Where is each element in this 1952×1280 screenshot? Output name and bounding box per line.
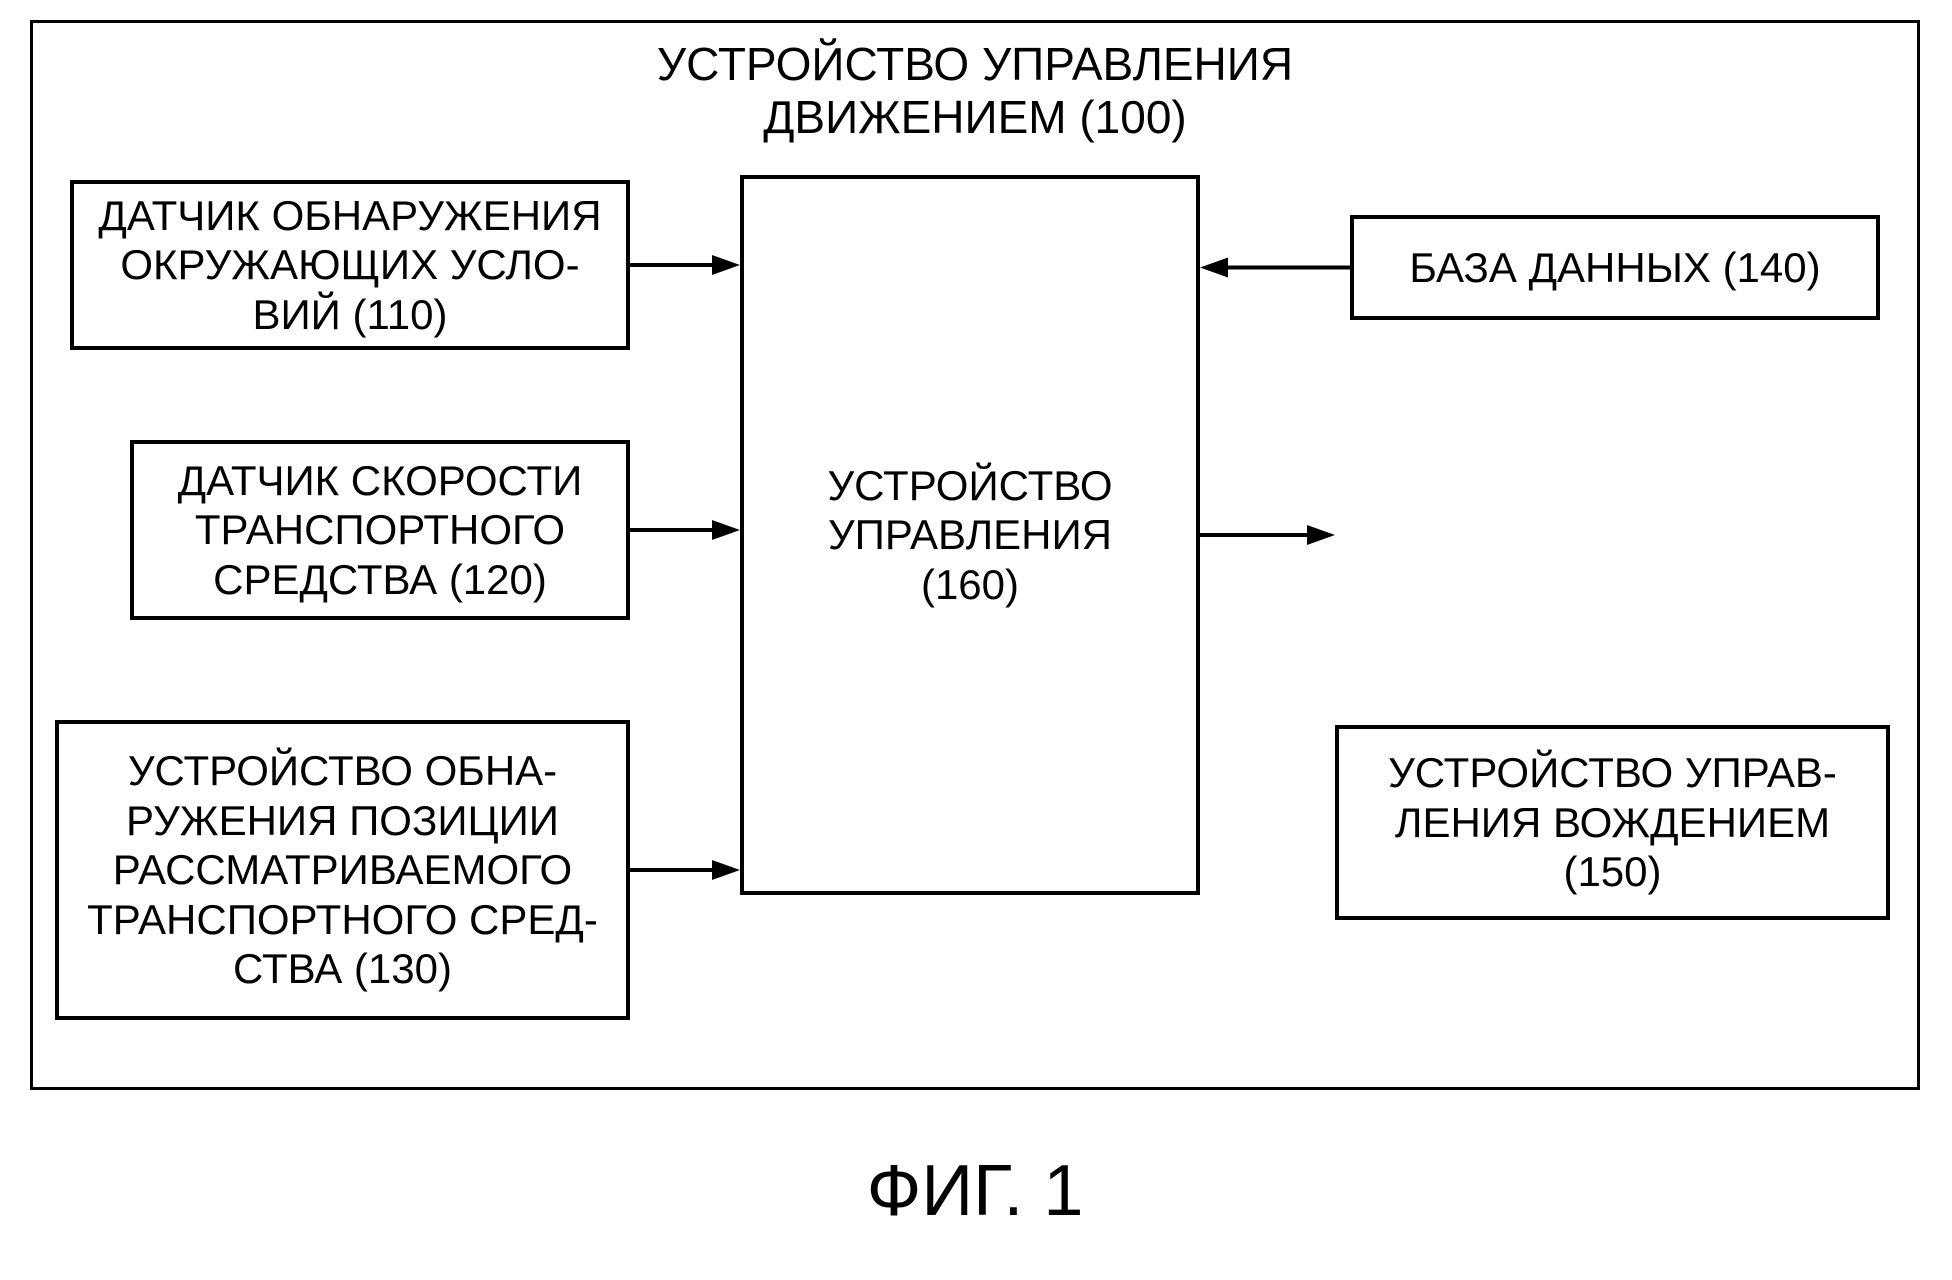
- node-database-140: БАЗА ДАННЫХ (140): [1350, 215, 1880, 320]
- node-sensor-environment-110: ДАТЧИК ОБНАРУЖЕНИЯОКРУЖАЮЩИХ УСЛО-ВИЙ (1…: [70, 180, 630, 350]
- diagram-canvas: УСТРОЙСТВО УПРАВЛЕНИЯДВИЖЕНИЕМ (100) ДАТ…: [0, 0, 1952, 1280]
- diagram-title: УСТРОЙСТВО УПРАВЛЕНИЯДВИЖЕНИЕМ (100): [540, 38, 1410, 144]
- figure-label: ФИГ. 1: [760, 1150, 1190, 1232]
- node-driving-control-150: УСТРОЙСТВО УПРАВ-ЛЕНИЯ ВОЖДЕНИЕМ(150): [1335, 725, 1890, 920]
- node-control-device-160: УСТРОЙСТВОУПРАВЛЕНИЯ(160): [740, 175, 1200, 895]
- node-position-detector-130: УСТРОЙСТВО ОБНА-РУЖЕНИЯ ПОЗИЦИИРАССМАТРИ…: [55, 720, 630, 1020]
- node-sensor-speed-120: ДАТЧИК СКОРОСТИТРАНСПОРТНОГОСРЕДСТВА (12…: [130, 440, 630, 620]
